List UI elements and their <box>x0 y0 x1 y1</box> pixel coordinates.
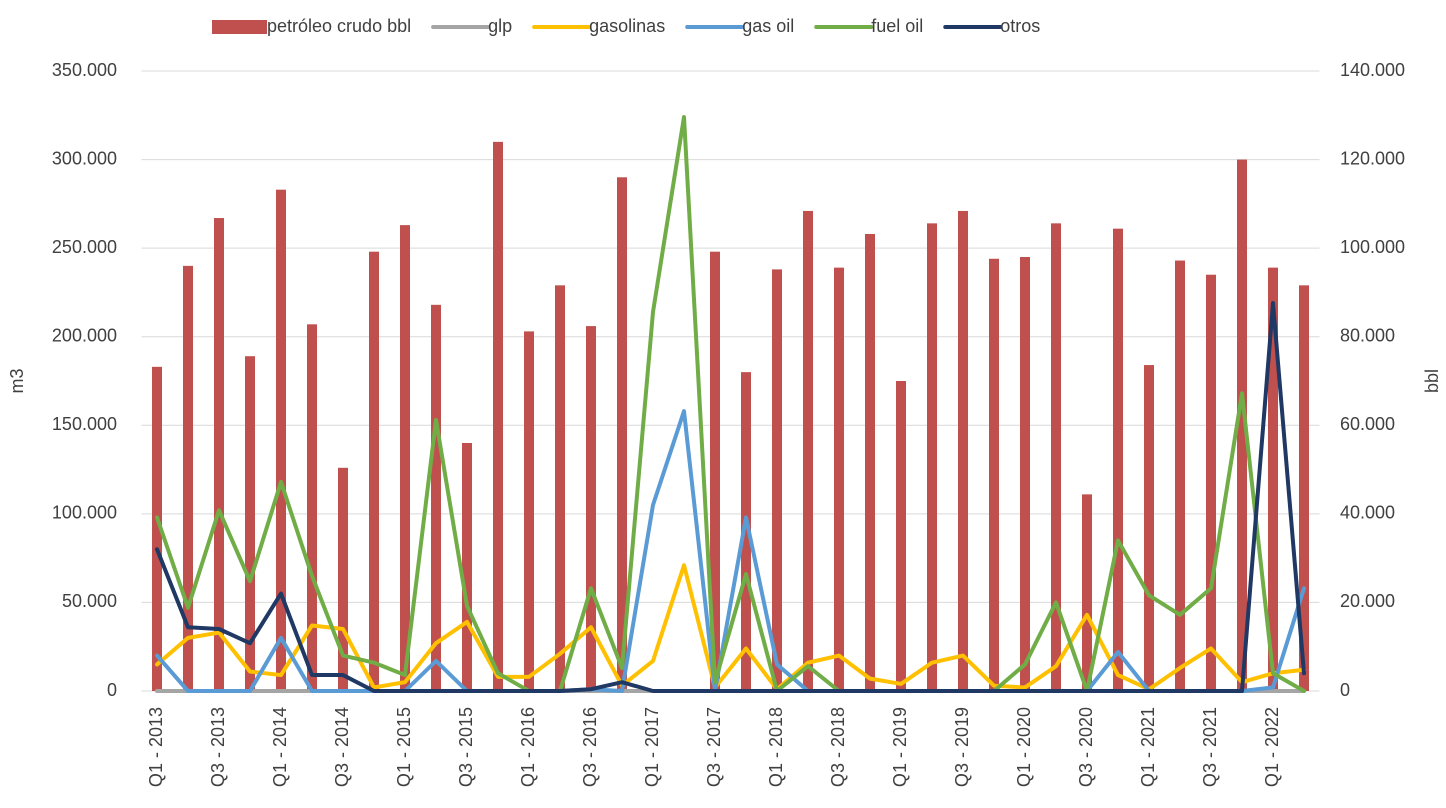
bar <box>493 141 503 691</box>
x-tick-label: Q3 - 2013 <box>208 707 228 787</box>
line-series <box>155 301 1306 693</box>
legend-label: gasolinas <box>589 16 665 36</box>
bar <box>152 366 162 691</box>
y2-tick-label: 60.000 <box>1340 414 1395 434</box>
bar <box>400 225 410 691</box>
y2-tick-label: 100.000 <box>1340 237 1405 257</box>
y-tick-label: 0 <box>107 680 117 700</box>
bar <box>865 233 875 691</box>
legend-label: gas oil <box>742 16 794 36</box>
bar <box>1082 494 1092 691</box>
bar <box>1113 228 1123 691</box>
x-tick-label: Q3 - 2014 <box>332 707 352 787</box>
bar <box>183 265 193 691</box>
x-tick-label: Q3 - 2021 <box>1200 707 1220 787</box>
bar <box>307 324 317 691</box>
x-tick-label: Q1 - 2018 <box>766 707 786 787</box>
legend-item: glp <box>431 16 512 36</box>
bar <box>927 223 937 692</box>
bar <box>1020 257 1030 691</box>
y2-tick-label: 40.000 <box>1340 503 1395 523</box>
y-tick-label: 100.000 <box>52 503 117 523</box>
bar <box>369 251 379 691</box>
y-tick-label: 350.000 <box>52 60 117 80</box>
legend-label: fuel oil <box>871 16 923 36</box>
bar <box>1051 223 1061 692</box>
bar <box>1237 159 1247 692</box>
line-series <box>155 409 1306 693</box>
y-tick-label: 300.000 <box>52 148 117 168</box>
legend-label: petróleo crudo bbl <box>267 16 411 36</box>
y2-axis-title: bbl <box>1422 369 1442 393</box>
legend-item: gasolinas <box>532 16 665 36</box>
bar <box>338 467 348 691</box>
legend-label: otros <box>1000 16 1040 36</box>
bar <box>214 218 224 691</box>
bar <box>1175 260 1185 691</box>
bar <box>431 304 441 691</box>
bar <box>834 267 844 691</box>
bar <box>772 269 782 691</box>
bar <box>710 251 720 691</box>
bar <box>958 210 968 691</box>
y2-tick-label: 20.000 <box>1340 591 1395 611</box>
y-tick-label: 150.000 <box>52 414 117 434</box>
bar <box>617 177 627 692</box>
bar <box>1206 274 1216 691</box>
x-tick-label: Q1 - 2019 <box>890 707 910 787</box>
bar <box>555 285 565 691</box>
y2-tick-label: 0 <box>1340 680 1350 700</box>
y2-tick-label: 120.000 <box>1340 148 1405 168</box>
legend-swatch <box>212 20 267 34</box>
x-tick-label: Q3 - 2017 <box>704 707 724 787</box>
x-tick-label: Q1 - 2014 <box>270 707 290 787</box>
x-tick-label: Q3 - 2018 <box>828 707 848 787</box>
bar <box>462 443 472 691</box>
bar <box>896 381 906 691</box>
bar <box>586 326 596 691</box>
x-tick-label: Q1 - 2015 <box>394 707 414 787</box>
bar <box>989 258 999 691</box>
bar <box>245 356 255 691</box>
x-tick-label: Q1 - 2017 <box>642 707 662 787</box>
x-tick-label: Q1 - 2020 <box>1014 707 1034 787</box>
bar <box>524 331 534 691</box>
legend-item: otros <box>943 16 1040 36</box>
y2-tick-label: 80.000 <box>1340 325 1395 345</box>
x-tick-label: Q3 - 2019 <box>952 707 972 787</box>
x-tick-label: Q3 - 2016 <box>580 707 600 787</box>
bar <box>1144 365 1154 691</box>
legend-item: gas oil <box>685 16 794 36</box>
bar <box>276 189 286 691</box>
legend-item: fuel oil <box>814 16 923 36</box>
x-tick-label: Q3 - 2015 <box>456 707 476 787</box>
y-axis-title: m3 <box>7 368 27 393</box>
legend-item: petróleo crudo bbl <box>212 16 411 36</box>
y-tick-label: 200.000 <box>52 325 117 345</box>
x-tick-label: Q3 - 2020 <box>1076 707 1096 787</box>
bar <box>1299 285 1309 691</box>
line-series <box>155 563 1306 692</box>
legend-label: glp <box>488 16 512 36</box>
x-tick-label: Q1 - 2022 <box>1262 707 1282 787</box>
x-tick-label: Q1 - 2016 <box>518 707 538 787</box>
y-tick-label: 250.000 <box>52 237 117 257</box>
bar <box>803 210 813 691</box>
x-tick-label: Q1 - 2021 <box>1138 707 1158 787</box>
y2-tick-label: 140.000 <box>1340 60 1405 80</box>
x-tick-label: Q1 - 2013 <box>146 707 166 787</box>
bar <box>741 372 751 691</box>
line-series <box>155 115 1306 693</box>
bar <box>1268 267 1278 691</box>
y-tick-label: 50.000 <box>62 591 117 611</box>
